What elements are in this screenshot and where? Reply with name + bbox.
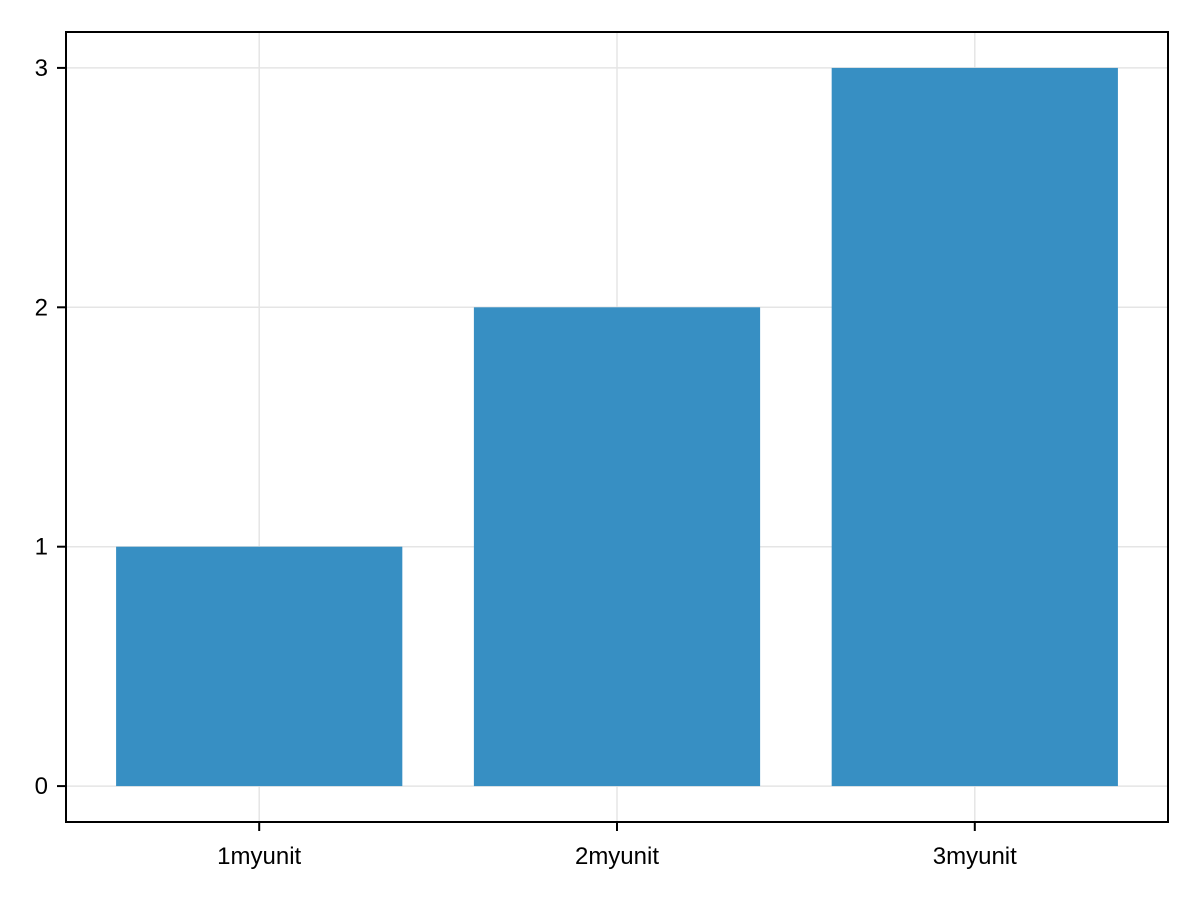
x-tick-label: 1myunit	[217, 843, 301, 870]
y-tick-label: 2	[35, 294, 48, 321]
y-tick-label: 1	[35, 534, 48, 561]
ticks: 1myunit 2myunit 3myunit 0 1 2 3	[35, 55, 1017, 870]
bars	[116, 67, 1118, 787]
y-tick-label: 3	[35, 55, 48, 82]
x-tick-label: 2myunit	[575, 843, 659, 870]
bar	[116, 546, 403, 787]
bar	[831, 67, 1118, 787]
y-tick-label: 0	[35, 773, 48, 800]
x-tick-label: 3myunit	[933, 843, 1017, 870]
bar	[473, 307, 761, 787]
